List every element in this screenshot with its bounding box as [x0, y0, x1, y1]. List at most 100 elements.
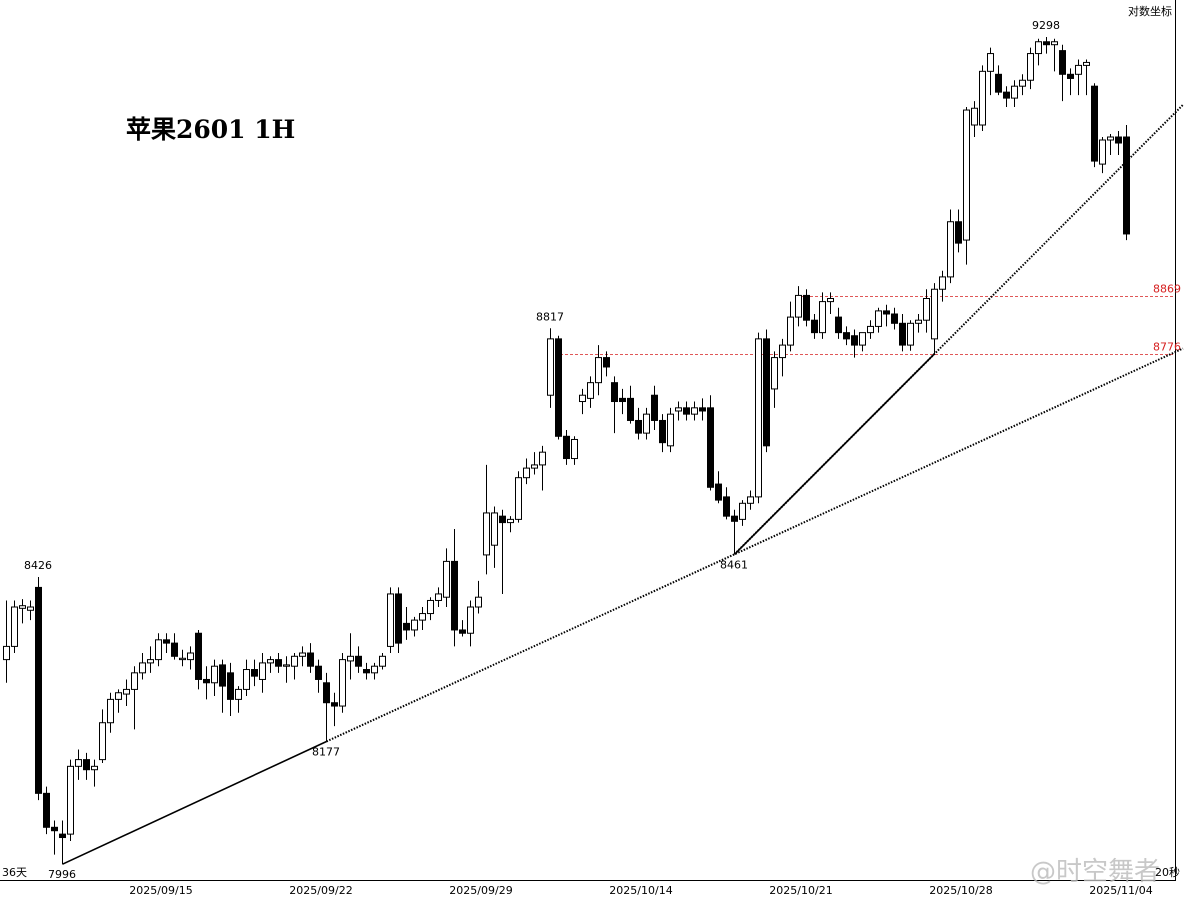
candle-body: [411, 619, 418, 631]
candle-body: [939, 276, 946, 290]
candle-body: [739, 502, 746, 520]
candle-body: [499, 515, 506, 524]
candle-body: [763, 338, 770, 447]
candle-body: [259, 662, 266, 680]
candle-body: [1051, 41, 1058, 46]
candle-body: [531, 464, 538, 469]
candle-body: [459, 629, 466, 634]
candle-body: [1067, 73, 1074, 79]
candle-body: [1091, 85, 1098, 162]
candle-body: [923, 298, 930, 321]
candle-body: [275, 659, 282, 667]
candle-body: [235, 688, 242, 700]
candle-body: [123, 688, 130, 695]
candle-body: [731, 515, 738, 522]
candle-body: [651, 394, 658, 421]
candle-body: [403, 622, 410, 631]
x-tick-label: 2025/09/22: [289, 884, 352, 897]
candle-body: [155, 639, 162, 661]
candle-body: [507, 518, 514, 524]
candle-body: [971, 107, 978, 126]
candle-body: [587, 382, 594, 399]
candle-body: [1075, 64, 1082, 75]
candle-body: [51, 826, 58, 832]
candle-body: [91, 765, 98, 771]
candle-body: [419, 613, 426, 621]
candle-body: [611, 382, 618, 403]
candle-body: [483, 512, 490, 556]
candle-body: [139, 662, 146, 674]
x-tick-label: 2025/09/29: [449, 884, 512, 897]
candle-body: [515, 477, 522, 520]
candle-body: [931, 288, 938, 340]
candle-body: [323, 682, 330, 704]
trendline: [62, 740, 327, 865]
candle-body: [1099, 139, 1106, 165]
level-label: 8776: [1153, 341, 1181, 354]
candle-body: [883, 310, 890, 315]
candle-body: [523, 467, 530, 479]
candle-body: [787, 316, 794, 346]
candle-body: [907, 322, 914, 346]
level-label: 8869: [1153, 283, 1181, 296]
candle-body: [995, 73, 1002, 93]
candle-body: [99, 722, 106, 761]
candle-body: [795, 294, 802, 318]
candle-body: [163, 639, 170, 644]
candle-body: [251, 669, 258, 677]
candle-body: [1043, 41, 1050, 46]
candle-body: [619, 397, 626, 403]
candle-body: [203, 678, 210, 684]
candle-body: [707, 407, 714, 488]
candle-body: [19, 605, 26, 609]
candle-body: [867, 325, 874, 334]
candle-body: [827, 298, 834, 303]
candle-body: [771, 357, 778, 390]
candle-body: [283, 664, 290, 667]
candle-body: [987, 53, 994, 72]
candle-body: [1083, 61, 1090, 66]
candle-body: [779, 344, 786, 359]
candle-body: [539, 451, 546, 466]
price-label: 7996: [48, 868, 76, 881]
candle-body: [11, 606, 18, 647]
candle-body: [195, 632, 202, 680]
candle-body: [891, 313, 898, 324]
candle-body: [427, 599, 434, 615]
candle-body: [1027, 53, 1034, 81]
candle-body: [571, 438, 578, 460]
x-tick-label: 2025/10/14: [609, 884, 672, 897]
candle-body: [451, 560, 458, 631]
price-label: 8177: [312, 745, 340, 758]
watermark: @时空舞者: [1030, 857, 1160, 887]
x-tick-label: 2025/10/28: [929, 884, 992, 897]
candle-body: [859, 332, 866, 346]
candle-body: [723, 496, 730, 517]
candle-body: [3, 645, 10, 661]
candle-body: [803, 294, 810, 321]
candle-body: [379, 655, 386, 667]
candle-body: [315, 665, 322, 680]
candle-body: [627, 397, 634, 421]
x-tick-label: 2025/11/04: [1089, 884, 1152, 897]
candle-body: [819, 301, 826, 334]
candle-body: [59, 833, 66, 839]
price-label: 9298: [1032, 19, 1060, 32]
candle-body: [875, 310, 882, 327]
candle-body: [331, 702, 338, 707]
candle-body: [83, 759, 90, 771]
candle-body: [307, 652, 314, 667]
price-label: 8817: [536, 310, 564, 323]
price-label: 8461: [720, 558, 748, 571]
candle-body: [755, 338, 762, 498]
candle-body: [1115, 136, 1122, 144]
price-label: 8426: [24, 559, 52, 572]
candle-body: [979, 70, 986, 126]
candle-body: [963, 109, 970, 241]
candle-body: [491, 512, 498, 546]
trendline: [326, 347, 1184, 743]
candle-body: [635, 419, 642, 434]
candle-body: [1003, 91, 1010, 99]
candle-body: [555, 338, 562, 437]
